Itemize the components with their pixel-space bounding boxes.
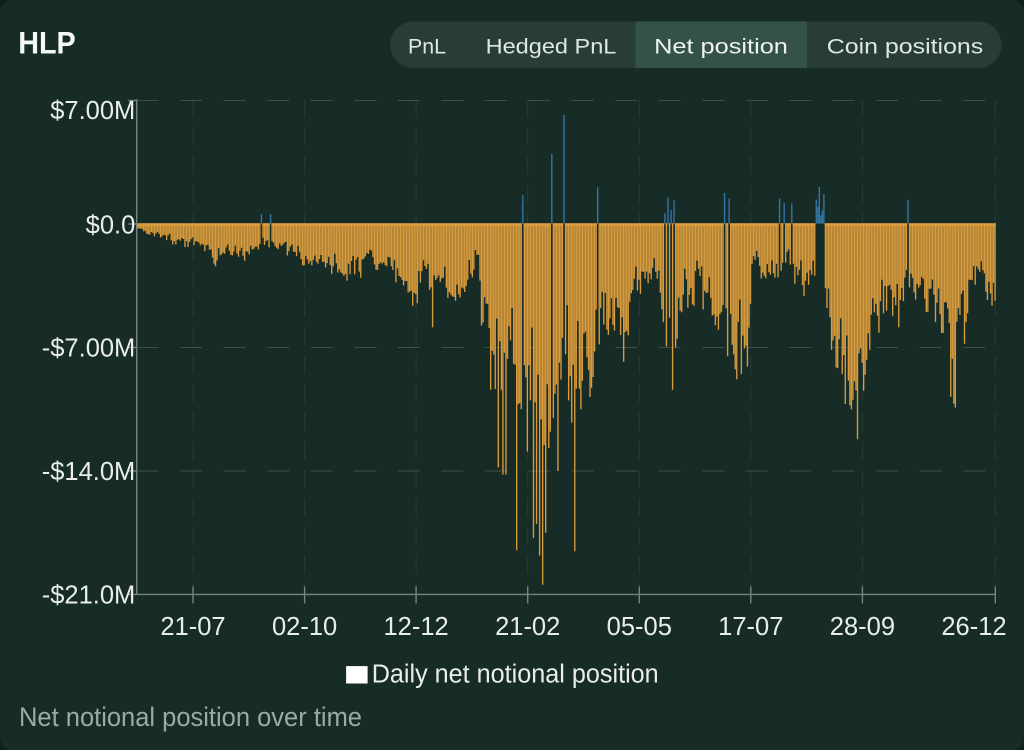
svg-text:-$7.00M: -$7.00M [42, 335, 136, 363]
svg-text:21-07: 21-07 [160, 613, 225, 641]
svg-text:17-07: 17-07 [718, 613, 783, 641]
svg-text:Hedged PnL: Hedged PnL [486, 34, 617, 58]
svg-text:28-09: 28-09 [830, 613, 895, 641]
svg-text:-$14.0M: -$14.0M [42, 458, 136, 486]
svg-text:Daily net notional position: Daily net notional position [372, 661, 659, 689]
svg-text:Coin positions: Coin positions [827, 34, 984, 58]
svg-text:$0.0: $0.0 [86, 211, 136, 239]
svg-text:HLP: HLP [18, 25, 75, 61]
svg-text:12-12: 12-12 [383, 613, 448, 641]
svg-text:PnL: PnL [408, 34, 446, 58]
svg-text:26-12: 26-12 [941, 613, 1006, 641]
svg-text:Net notional position over tim: Net notional position over time [19, 702, 362, 732]
svg-text:02-10: 02-10 [272, 613, 337, 641]
svg-text:Net position: Net position [654, 34, 788, 58]
svg-text:21-02: 21-02 [495, 613, 560, 641]
svg-text:-$21.0M: -$21.0M [42, 582, 136, 610]
svg-text:05-05: 05-05 [607, 613, 672, 641]
svg-text:$7.00M: $7.00M [50, 97, 135, 125]
